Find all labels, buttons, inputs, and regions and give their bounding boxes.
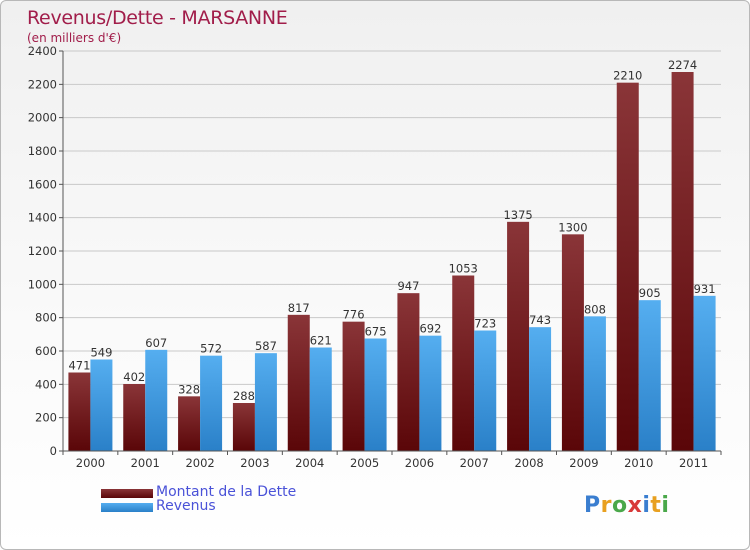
logo-letter: r: [600, 493, 612, 518]
x-tick-label: 2008: [514, 456, 543, 470]
data-label-dette: 1375: [503, 208, 532, 222]
data-label-revenus: 931: [694, 282, 716, 296]
legend-swatch-dette: [101, 489, 153, 498]
logo-letter: t: [650, 493, 662, 518]
x-tick-labels: 2000 2001 2002 2003 2004 2005 2006 2007 2008 2009…: [76, 456, 708, 470]
bar-revenus: [309, 347, 332, 451]
bar-dette: [561, 234, 584, 451]
data-label-dette: 471: [68, 359, 90, 373]
bar-dette: [342, 321, 365, 451]
x-tick-label: 2000: [76, 456, 105, 470]
bar-revenus: [200, 355, 223, 451]
chart-title: Revenus/Dette - MARSANNE: [27, 7, 288, 29]
legend-swatch-revenus: [101, 503, 153, 512]
data-label-revenus: 587: [255, 339, 277, 353]
bar-dette: [616, 82, 639, 452]
bar-dette: [232, 403, 255, 451]
bar-dette: [397, 293, 420, 451]
y-tick-label: 2000: [28, 111, 57, 125]
data-label-dette: 2274: [668, 58, 697, 72]
data-label-revenus: 549: [90, 346, 112, 360]
data-label-dette: 328: [178, 382, 200, 396]
logo-letter: o: [611, 493, 628, 518]
bar-revenus: [90, 359, 113, 451]
axes: [59, 50, 722, 455]
data-label-revenus: 743: [529, 313, 551, 327]
x-tick-label: 2005: [350, 456, 379, 470]
bar-dette: [123, 384, 146, 451]
y-tick-label: 1800: [28, 144, 57, 158]
logo-letter: i: [661, 493, 670, 518]
y-tick-label: 1400: [28, 211, 57, 225]
x-tick-label: 2006: [405, 456, 434, 470]
bar-dette: [287, 314, 310, 451]
data-label-revenus: 723: [474, 317, 496, 331]
proxiti-logo: Proxiti: [584, 493, 669, 518]
data-label-dette: 1300: [558, 220, 587, 234]
bar-revenus: [583, 316, 606, 451]
data-label-dette: 947: [397, 279, 419, 293]
bar-revenus: [254, 353, 277, 451]
logo-letter: i: [642, 493, 651, 518]
data-label-revenus: 675: [365, 325, 387, 339]
bar-dette: [68, 372, 91, 451]
y-tick-label: 600: [35, 344, 57, 358]
bar-revenus: [419, 335, 442, 451]
x-tick-label: 2010: [624, 456, 653, 470]
data-label-revenus: 621: [310, 334, 332, 348]
legend-label-dette: Montant de la Dette: [156, 484, 297, 500]
data-label-dette: 2210: [613, 69, 642, 83]
x-tick-label: 2003: [240, 456, 269, 470]
y-tick-label: 2400: [28, 44, 57, 58]
logo-letter: P: [584, 493, 601, 518]
y-tick-label: 200: [35, 411, 57, 425]
x-tick-label: 2004: [295, 456, 324, 470]
x-tick-label: 2009: [569, 456, 598, 470]
bar-dette: [671, 72, 694, 451]
data-label-dette: 817: [288, 301, 310, 315]
bar-dette: [178, 396, 201, 451]
x-tick-label: 2011: [679, 456, 708, 470]
bars: [68, 72, 716, 452]
y-tick-label: 1200: [28, 244, 57, 258]
data-label-revenus: 692: [419, 322, 441, 336]
gridlines: [63, 50, 721, 419]
y-tick-label: 400: [35, 377, 57, 391]
y-tick-labels: 0 200 400 600 800 1000 1200 1400 1600 1800 2000 220…: [28, 44, 57, 458]
chart-subtitle: (en milliers d'€): [27, 31, 122, 45]
bar-revenus: [529, 327, 552, 451]
data-label-revenus: 607: [145, 336, 167, 350]
bar-revenus: [364, 338, 387, 451]
data-label-revenus: 905: [639, 286, 661, 300]
bar-revenus: [474, 330, 497, 451]
logo-letter: x: [627, 493, 643, 518]
bar-revenus: [693, 295, 716, 451]
data-label-dette: 402: [123, 370, 145, 384]
x-tick-label: 2002: [185, 456, 214, 470]
bar-revenus: [145, 349, 168, 451]
y-tick-label: 0: [50, 444, 57, 458]
data-label-revenus: 572: [200, 342, 222, 356]
data-label-dette: 1053: [449, 262, 478, 276]
y-tick-label: 2200: [28, 77, 57, 91]
data-label-dette: 288: [233, 389, 255, 403]
y-tick-label: 1000: [28, 277, 57, 291]
x-tick-label: 2001: [131, 456, 160, 470]
legend-label-revenus: Revenus: [156, 498, 216, 514]
data-label-dette: 776: [343, 308, 365, 322]
x-tick-label: 2007: [460, 456, 489, 470]
bar-revenus: [638, 300, 661, 451]
bar-dette: [452, 275, 475, 451]
bar-dette: [507, 221, 530, 451]
data-label-revenus: 808: [584, 302, 606, 316]
y-tick-label: 1600: [28, 177, 57, 191]
y-tick-label: 800: [35, 311, 57, 325]
